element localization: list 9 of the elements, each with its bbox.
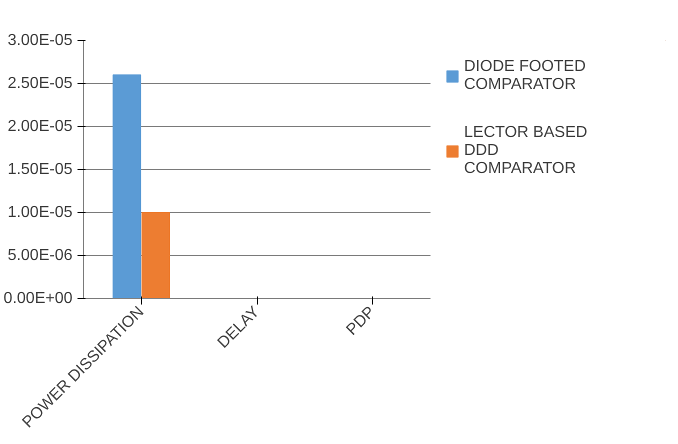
y-tick-label: 3.00E-05: [8, 32, 73, 49]
legend-label: LECTOR BASED DDD COMPARATOR: [464, 124, 588, 178]
y-tick-label: 2.00E-05: [8, 118, 73, 135]
y-tick-label: 2.50E-05: [8, 75, 73, 92]
y-tick-label: 5.00E-06: [8, 247, 73, 264]
legend-label: DIODE FOOTED COMPARATOR: [464, 58, 586, 94]
y-tick-label: 1.50E-05: [8, 161, 73, 178]
y-tick-label: 0.00E+00: [4, 290, 73, 307]
y-tick-label: 1.00E-05: [8, 204, 73, 221]
